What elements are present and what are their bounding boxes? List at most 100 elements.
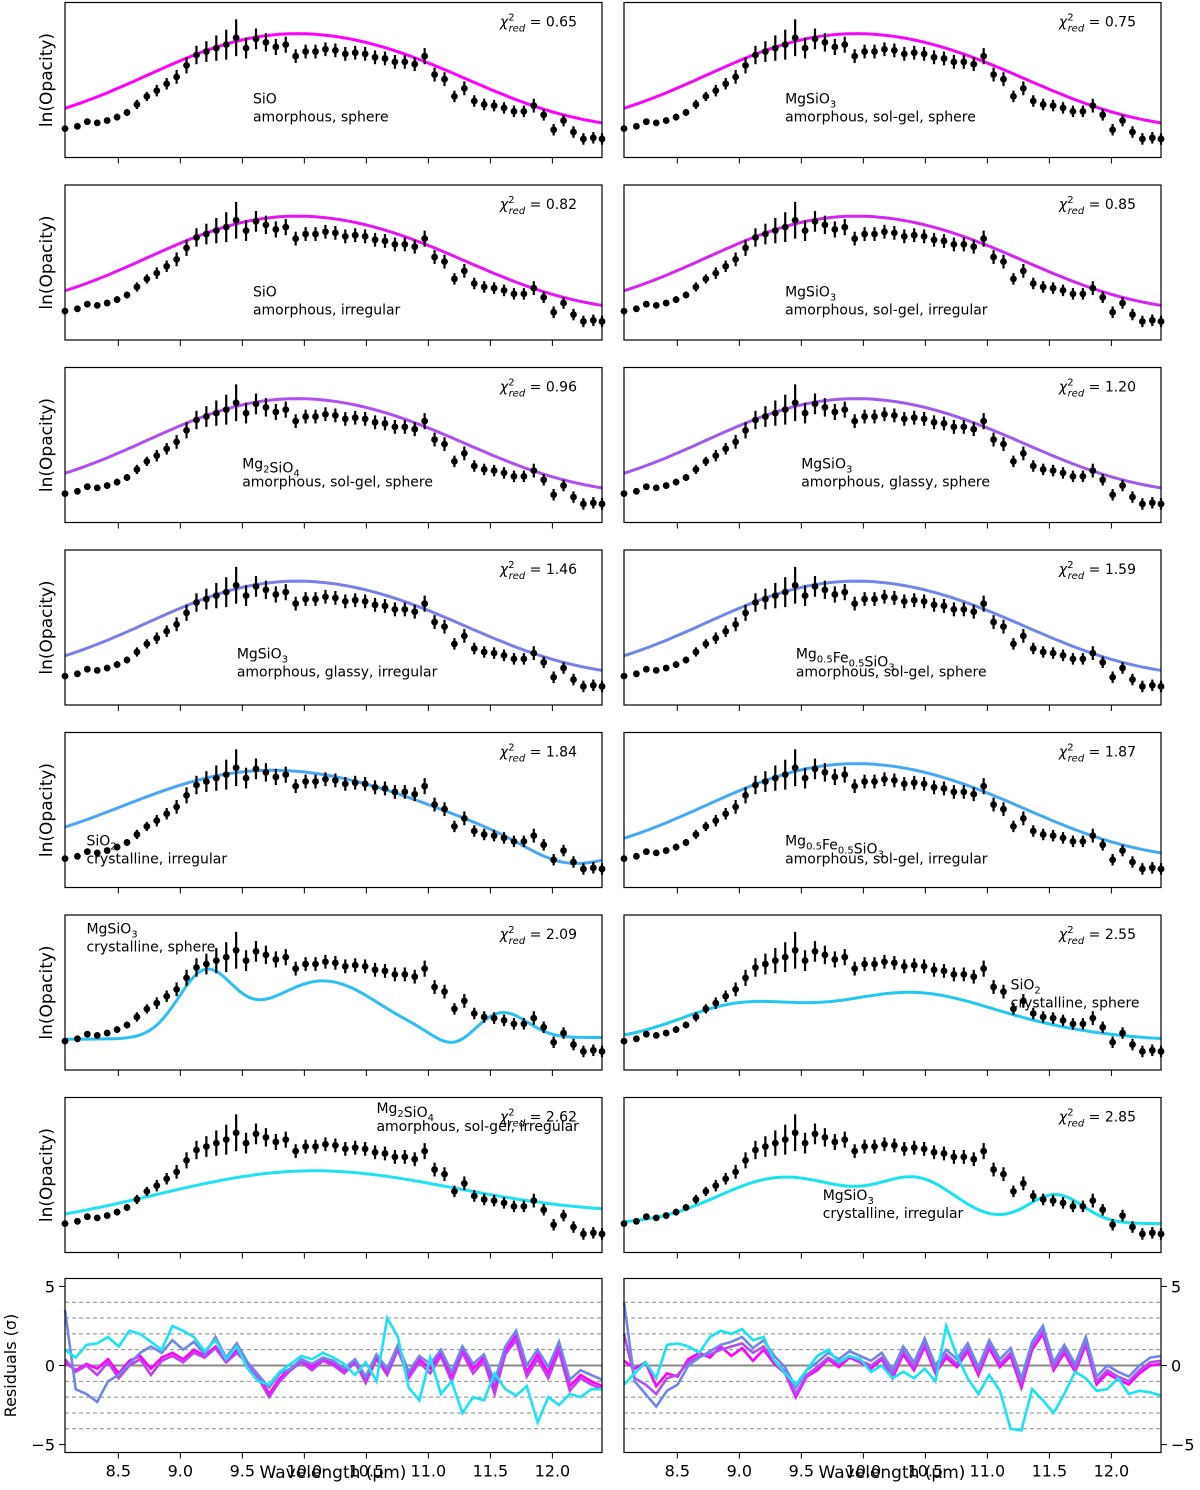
data-point bbox=[841, 223, 849, 231]
data-point bbox=[322, 775, 329, 783]
data-point bbox=[1099, 658, 1107, 666]
data-point bbox=[771, 1139, 779, 1147]
data-point bbox=[920, 962, 928, 970]
data-point bbox=[861, 778, 868, 785]
panel-11: ln(Opacity) χ2 red = 2.09 MgSiO3crystalline… bbox=[37, 914, 606, 1076]
data-point bbox=[752, 416, 759, 424]
data-point bbox=[1129, 128, 1136, 136]
data-point bbox=[1029, 280, 1037, 287]
data-point bbox=[202, 413, 210, 420]
chi2-label: χ2 red = 1.87 bbox=[1058, 743, 1136, 765]
data-point bbox=[331, 1142, 339, 1149]
data-point bbox=[153, 999, 161, 1007]
data-point bbox=[113, 1208, 121, 1216]
data-point bbox=[173, 255, 181, 263]
data-point bbox=[550, 1221, 558, 1229]
data-point bbox=[272, 43, 280, 51]
data-point bbox=[292, 600, 300, 608]
data-point bbox=[113, 843, 121, 851]
data-point bbox=[682, 291, 690, 299]
data-point bbox=[682, 474, 690, 481]
data-point bbox=[970, 790, 978, 798]
data-point bbox=[470, 462, 478, 470]
data-point bbox=[163, 627, 171, 635]
data-point bbox=[672, 296, 680, 303]
data-point bbox=[83, 665, 91, 673]
data-point bbox=[1089, 467, 1097, 474]
data-point bbox=[652, 301, 660, 309]
data-point bbox=[441, 988, 448, 996]
data-point bbox=[900, 232, 908, 240]
data-point bbox=[401, 58, 409, 66]
data-point bbox=[1079, 107, 1087, 115]
data-point bbox=[570, 858, 577, 866]
data-point bbox=[980, 1147, 988, 1155]
data-point bbox=[143, 275, 151, 283]
data-point bbox=[421, 965, 429, 973]
data-point bbox=[633, 305, 640, 313]
data-point bbox=[1000, 805, 1007, 813]
data-point bbox=[672, 113, 680, 121]
data-point bbox=[771, 227, 779, 235]
residual-line bbox=[622, 1327, 1162, 1397]
data-point bbox=[560, 299, 567, 307]
data-point bbox=[143, 1188, 151, 1195]
species-label: SiO bbox=[253, 91, 277, 107]
data-point bbox=[411, 790, 419, 798]
data-point bbox=[193, 599, 200, 606]
chi2-label: χ2 red = 2.62 bbox=[499, 1108, 577, 1130]
data-point bbox=[292, 235, 300, 243]
data-point bbox=[381, 55, 389, 62]
data-point bbox=[633, 487, 640, 495]
data-point bbox=[692, 1196, 700, 1203]
data-point bbox=[742, 609, 749, 617]
data-point bbox=[242, 227, 250, 235]
species-label: Mg2SiO4 bbox=[376, 1101, 434, 1124]
data-point bbox=[500, 287, 508, 294]
spectra-panels: ln(Opacity) χ2 red = 0.65 SiO amorphous, sph… bbox=[37, 1, 1165, 1259]
data-point bbox=[980, 52, 988, 60]
data-point bbox=[351, 1144, 359, 1152]
data-point bbox=[232, 764, 240, 772]
data-point bbox=[1010, 640, 1017, 648]
data-point bbox=[431, 436, 438, 443]
axes-frame bbox=[623, 914, 1162, 1071]
data-point bbox=[361, 962, 369, 970]
data-point bbox=[652, 849, 660, 857]
data-point bbox=[312, 595, 319, 603]
data-point bbox=[652, 1031, 660, 1039]
data-point bbox=[431, 801, 438, 808]
x-axis-label-right: Wavelength (µm) bbox=[819, 1463, 966, 1483]
data-point bbox=[1089, 1197, 1097, 1204]
data-point bbox=[530, 649, 538, 657]
data-point bbox=[361, 50, 369, 58]
data-point bbox=[831, 408, 839, 416]
data-point bbox=[672, 1208, 680, 1216]
data-point bbox=[633, 122, 640, 130]
data-point bbox=[133, 466, 141, 473]
data-point bbox=[752, 51, 759, 59]
data-point bbox=[500, 834, 508, 842]
data-point bbox=[1069, 655, 1077, 663]
data-point bbox=[133, 831, 141, 838]
data-point bbox=[702, 823, 710, 830]
data-point bbox=[1089, 832, 1097, 839]
chi2-label: χ2 red = 2.55 bbox=[1058, 925, 1136, 947]
data-point bbox=[322, 410, 329, 418]
data-point bbox=[371, 601, 379, 609]
data-point bbox=[480, 466, 488, 473]
data-point bbox=[910, 779, 918, 787]
y-axis-label: ln(Opacity) bbox=[37, 398, 57, 492]
data-point bbox=[781, 41, 789, 49]
data-point bbox=[881, 228, 888, 236]
data-point bbox=[460, 997, 468, 1005]
data-point bbox=[682, 1021, 690, 1029]
data-point bbox=[163, 445, 171, 453]
data-point bbox=[510, 1020, 518, 1028]
data-point bbox=[113, 1026, 121, 1033]
data-point bbox=[940, 1150, 948, 1157]
data-point bbox=[441, 1170, 448, 1178]
data-point bbox=[560, 847, 567, 854]
data-point bbox=[771, 957, 779, 964]
